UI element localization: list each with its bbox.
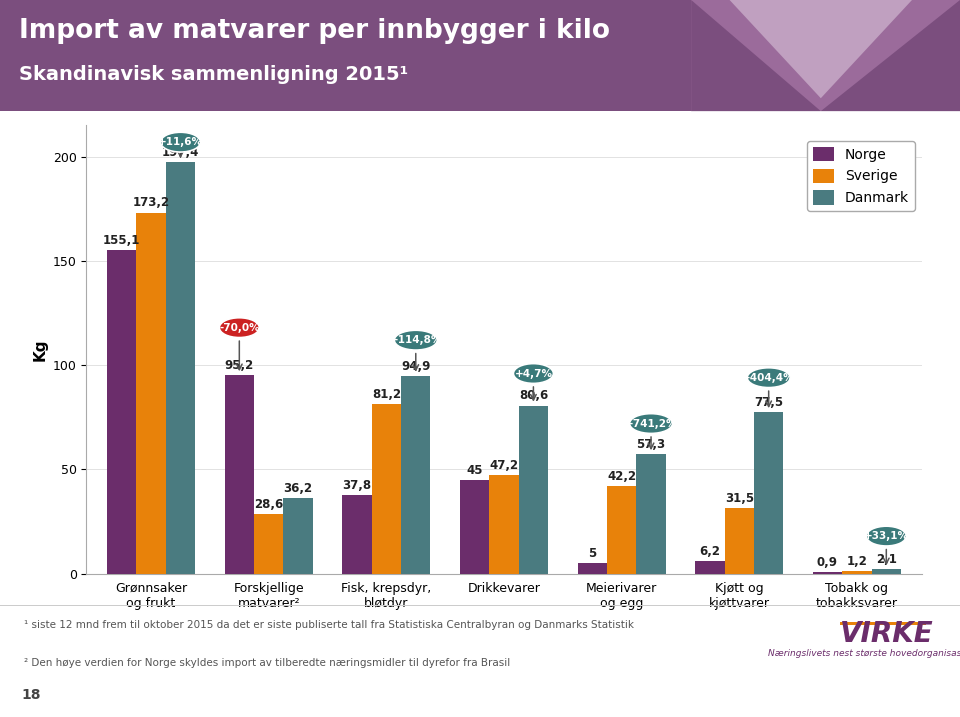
Ellipse shape <box>630 414 673 434</box>
Text: +33,1%: +33,1% <box>864 531 909 541</box>
Bar <box>754 412 783 574</box>
Text: 6,2: 6,2 <box>699 544 720 558</box>
Text: +114,8%: +114,8% <box>390 335 442 345</box>
Text: +404,4%: +404,4% <box>742 373 795 383</box>
Text: 173,2: 173,2 <box>132 196 170 209</box>
Text: 28,6: 28,6 <box>254 498 283 511</box>
Bar <box>695 561 725 574</box>
Bar <box>725 508 754 574</box>
Bar <box>578 563 607 574</box>
Bar <box>490 475 518 574</box>
Text: 197,4: 197,4 <box>162 146 199 159</box>
Bar <box>813 571 842 574</box>
Text: 36,2: 36,2 <box>283 482 313 495</box>
Ellipse shape <box>219 318 259 338</box>
Text: 1,2: 1,2 <box>847 555 867 568</box>
Bar <box>460 480 490 574</box>
Text: 77,5: 77,5 <box>755 396 783 409</box>
Text: 155,1: 155,1 <box>103 234 140 247</box>
Bar <box>136 213 166 574</box>
Text: Næringslivets nest største hovedorganisasjon: Næringslivets nest største hovedorganisa… <box>768 649 960 658</box>
Ellipse shape <box>160 132 201 152</box>
Ellipse shape <box>747 368 790 388</box>
Text: +741,2%: +741,2% <box>625 419 678 429</box>
Bar <box>636 454 665 574</box>
Bar <box>166 162 195 574</box>
Bar <box>283 498 313 574</box>
Bar <box>225 375 254 574</box>
Ellipse shape <box>395 331 437 350</box>
Text: Skandinavisk sammenligning 2015¹: Skandinavisk sammenligning 2015¹ <box>19 65 408 83</box>
Bar <box>842 571 872 574</box>
Text: 80,6: 80,6 <box>518 389 548 402</box>
Text: 18: 18 <box>21 688 40 703</box>
Bar <box>401 376 430 574</box>
Text: 0,9: 0,9 <box>817 556 838 569</box>
Text: 95,2: 95,2 <box>225 359 254 372</box>
Text: -70,0%: -70,0% <box>219 323 259 333</box>
Text: 57,3: 57,3 <box>636 438 665 451</box>
Text: 42,2: 42,2 <box>607 470 636 483</box>
Bar <box>372 404 401 574</box>
Bar <box>107 250 136 574</box>
Text: 2,1: 2,1 <box>876 553 897 566</box>
Bar <box>518 406 548 574</box>
Bar <box>254 514 283 574</box>
Text: 5: 5 <box>588 547 596 560</box>
Text: ¹ siste 12 mnd frem til oktober 2015 da det er siste publiserte tall fra Statist: ¹ siste 12 mnd frem til oktober 2015 da … <box>24 620 634 630</box>
Text: 94,9: 94,9 <box>401 360 430 373</box>
Y-axis label: Kg: Kg <box>33 338 47 361</box>
Text: 31,5: 31,5 <box>725 492 754 505</box>
Legend: Norge, Sverige, Danmark: Norge, Sverige, Danmark <box>807 141 915 211</box>
Text: +4,7%: +4,7% <box>515 369 552 379</box>
Text: Import av matvarer per innbygger i kilo: Import av matvarer per innbygger i kilo <box>19 18 611 44</box>
Ellipse shape <box>514 364 553 384</box>
Text: 47,2: 47,2 <box>490 459 518 472</box>
Ellipse shape <box>866 526 906 546</box>
Text: 45: 45 <box>467 464 483 477</box>
Bar <box>872 569 901 574</box>
Text: VIRKE: VIRKE <box>840 620 934 648</box>
Text: +11,6%: +11,6% <box>158 137 203 147</box>
Text: ² Den høye verdien for Norge skyldes import av tilberedte næringsmidler til dyre: ² Den høye verdien for Norge skyldes imp… <box>24 658 511 668</box>
Text: 81,2: 81,2 <box>372 388 401 402</box>
Text: 37,8: 37,8 <box>343 479 372 492</box>
Bar <box>607 485 636 574</box>
Bar <box>343 495 372 574</box>
